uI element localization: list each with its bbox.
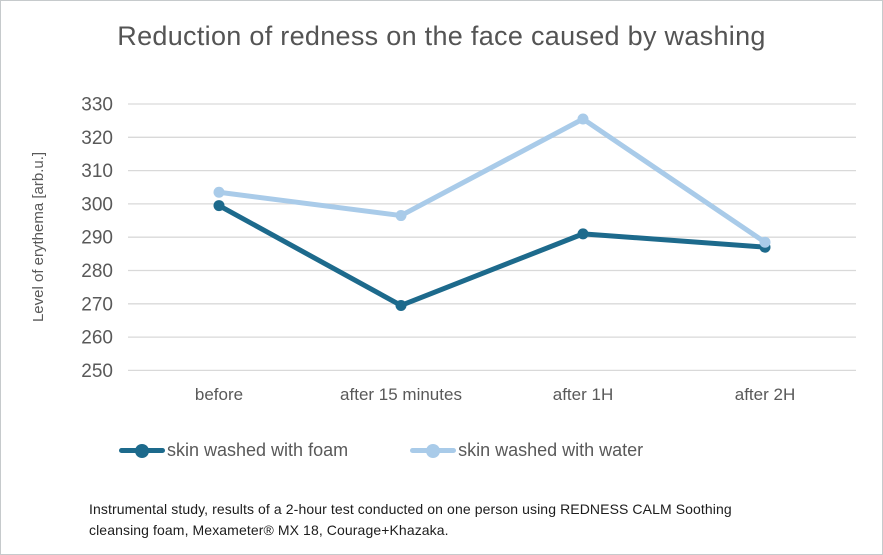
y-tick-label: 250	[81, 361, 113, 382]
foam-line-marker-icon	[119, 443, 165, 458]
y-tick-label: 330	[81, 95, 113, 116]
footnote-line-2: cleansing foam, Mexameter® MX 18, Courag…	[89, 522, 449, 538]
x-category-label: before	[195, 385, 243, 404]
foam-dot-icon	[135, 443, 149, 458]
legend-label-water: skin washed with water	[458, 440, 644, 460]
data-point	[213, 200, 225, 212]
legend-item-water: skin washed with water	[410, 440, 643, 461]
series-line-1	[216, 116, 768, 245]
y-tick-label: 310	[81, 161, 113, 182]
data-point	[577, 228, 589, 240]
data-point	[759, 236, 771, 248]
legend-item-foam: skin washed with foam	[119, 440, 348, 461]
y-tick-label: 320	[81, 128, 113, 149]
x-category-label: after 1H	[553, 385, 613, 404]
water-dot-icon	[426, 443, 441, 458]
legend-label-foam: skin washed with foam	[167, 440, 349, 460]
x-category-label: after 2H	[735, 385, 795, 404]
y-tick-label: 280	[81, 261, 113, 282]
data-point	[395, 210, 407, 222]
series-line-0	[216, 203, 768, 308]
data-point	[395, 299, 407, 311]
chart-legend: skin washed with foam skin washed with w…	[119, 440, 643, 461]
y-tick-label: 300	[81, 194, 113, 215]
y-tick-label: 260	[81, 328, 113, 349]
data-point	[577, 113, 589, 125]
water-line-marker-icon	[410, 443, 457, 458]
data-point	[213, 186, 225, 198]
y-tick-label: 290	[81, 228, 113, 249]
footnote-line-1: Instrumental study, results of a 2-hour …	[89, 501, 732, 517]
y-axis-title: Level of erythema [arb.u.]	[30, 152, 47, 322]
chart-title: Reduction of redness on the face caused …	[117, 21, 766, 51]
x-category-label: after 15 minutes	[340, 385, 462, 404]
footnote: Instrumental study, results of a 2-hour …	[89, 499, 732, 541]
y-tick-label: 270	[81, 294, 113, 315]
